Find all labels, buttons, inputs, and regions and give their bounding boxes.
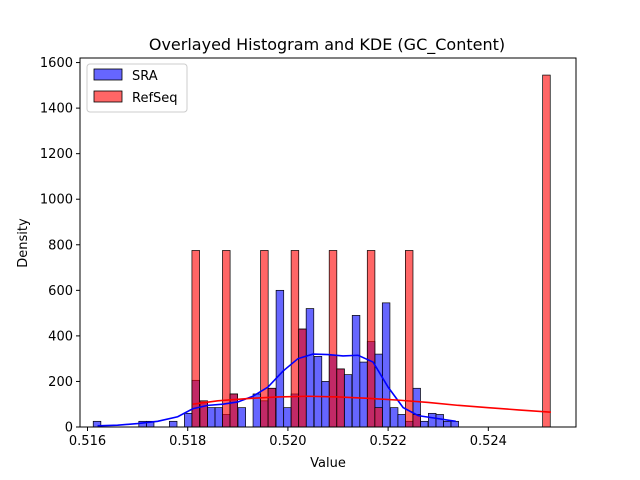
y-axis-label: Density	[16, 218, 31, 268]
sra-bar-26	[359, 361, 368, 428]
y-tick-label-0: 0	[65, 421, 73, 436]
refseq-kde-line	[192, 395, 552, 413]
x-tick-label-3: 0.522	[370, 434, 407, 449]
refseq-bar-1	[199, 400, 208, 428]
y-tick-label-2: 400	[48, 329, 73, 344]
x-tick-label-4: 0.524	[470, 434, 507, 449]
sra-bar-25	[351, 315, 361, 428]
y-tick-label-1: 200	[48, 375, 73, 390]
refseq-bar-0	[191, 250, 200, 428]
y-tick-label-7: 1400	[40, 102, 73, 117]
x-tick-label-1: 0.518	[169, 434, 206, 449]
refseq-bar-8	[328, 250, 338, 428]
kde-lines	[97, 353, 552, 427]
sra-bar-38	[450, 420, 459, 428]
legend: SRA RefSeq	[86, 63, 188, 113]
x-tick-label-2: 0.520	[269, 434, 306, 449]
refseq-bar-11	[374, 407, 383, 428]
refseq-bar-6	[290, 250, 300, 428]
sra-bar-16	[283, 407, 292, 428]
sra-bar-20	[313, 356, 323, 428]
sra-bar-34	[420, 420, 429, 428]
sra-bar-15	[275, 289, 285, 428]
refseq-bar-4	[260, 250, 269, 428]
sra-bar-19	[305, 308, 315, 428]
x-tick-label-0: 0.516	[69, 434, 106, 449]
y-tick-label-8: 1600	[40, 56, 73, 71]
sra-bar-7	[207, 407, 216, 428]
sra-bar-21	[321, 381, 330, 428]
sra-bar-35	[428, 412, 437, 428]
sra-kde-line	[97, 353, 456, 427]
refseq-bar-7	[298, 328, 307, 428]
refseq-bar-10	[366, 250, 376, 428]
sra-bar-8	[214, 407, 223, 428]
y-axis: 0 200 400 600 800 1000 1200 1400 1600	[40, 56, 80, 436]
y-tick-label-6: 1200	[40, 147, 73, 162]
y-tick-label-4: 800	[48, 238, 73, 253]
refseq-bar-5	[267, 387, 277, 428]
sra-bar-4	[184, 412, 193, 428]
chart-title: Overlayed Histogram and KDE (GC_Content)	[149, 35, 505, 55]
sra-bar-30	[389, 407, 399, 428]
y-tick-label-5: 1000	[40, 193, 73, 208]
plot-frame	[79, 57, 577, 428]
sra-bar-11	[237, 407, 246, 428]
refseq-bars	[191, 74, 551, 428]
sra-bar-36	[435, 414, 444, 428]
y-tick-label-3: 600	[48, 284, 73, 299]
refseq-bar-14	[542, 74, 551, 428]
sra-bar-3	[169, 420, 178, 428]
sra-bar-37	[443, 420, 452, 428]
legend-label-sra: SRA	[132, 69, 158, 84]
legend-swatch-refseq	[93, 90, 123, 103]
x-axis: 0.516 0.518 0.520 0.522 0.524	[69, 427, 507, 449]
legend-label-refseq: RefSeq	[132, 91, 178, 106]
sra-bar-31	[397, 414, 406, 428]
x-axis-label: Value	[310, 456, 346, 471]
sra-bar-24	[343, 374, 353, 428]
legend-swatch-sra	[93, 68, 123, 81]
sra-bar-29	[381, 302, 391, 428]
